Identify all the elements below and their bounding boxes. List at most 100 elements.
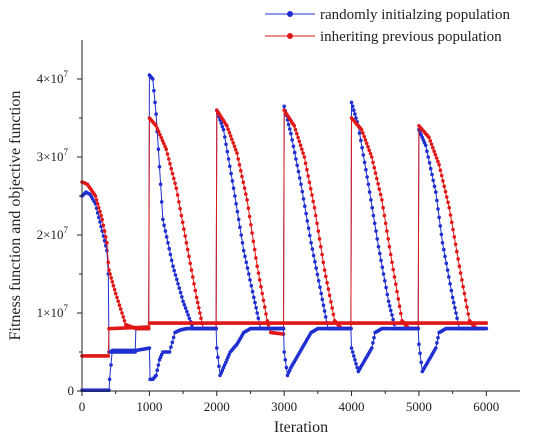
data-point xyxy=(169,166,174,171)
data-point xyxy=(252,295,256,300)
data-point xyxy=(364,141,369,146)
data-point xyxy=(214,326,218,331)
data-point xyxy=(307,180,312,185)
data-point xyxy=(381,205,385,210)
data-point xyxy=(167,157,171,161)
data-point xyxy=(294,157,298,161)
series-3 xyxy=(80,321,489,358)
data-point xyxy=(457,264,462,269)
data-point xyxy=(122,319,127,323)
data-point xyxy=(396,297,401,301)
axes: 0 1000 2000 3000 4000 5000 6000 0 1×107 2×107 3×10… xyxy=(7,40,520,436)
x-axis-title: Iteration xyxy=(274,419,328,436)
data-point xyxy=(445,268,450,272)
data-point xyxy=(168,162,172,166)
data-point xyxy=(433,152,438,157)
data-point xyxy=(385,229,389,233)
data-point xyxy=(167,350,172,354)
data-point xyxy=(321,303,326,308)
data-point xyxy=(108,272,112,276)
data-point xyxy=(178,206,182,211)
data-point xyxy=(249,283,254,288)
data-point xyxy=(300,189,305,194)
data-point xyxy=(225,149,230,154)
y-tick-label: 3×107 xyxy=(37,147,69,164)
data-point xyxy=(370,155,374,159)
data-point xyxy=(246,206,251,210)
data-point xyxy=(256,316,261,321)
data-point xyxy=(250,289,255,294)
data-point xyxy=(233,194,237,198)
data-point xyxy=(234,202,238,206)
data-point xyxy=(372,165,377,170)
data-point xyxy=(325,281,329,285)
data-point xyxy=(229,171,233,176)
data-point xyxy=(296,169,301,174)
data-point xyxy=(315,221,319,226)
data-point xyxy=(383,221,388,226)
y-tick-label: 2×107 xyxy=(37,225,69,242)
data-point xyxy=(233,147,238,152)
data-point xyxy=(253,300,257,305)
data-point xyxy=(363,138,368,142)
data-point xyxy=(197,306,201,310)
data-point xyxy=(231,186,236,190)
data-point xyxy=(312,205,317,210)
x-tick-label: 2000 xyxy=(204,399,230,414)
data-point xyxy=(310,247,315,251)
data-point xyxy=(183,306,188,310)
data-point xyxy=(428,166,433,171)
data-point xyxy=(436,207,440,211)
data-point xyxy=(177,200,181,204)
data-point xyxy=(385,292,390,297)
data-point xyxy=(106,354,111,358)
data-point xyxy=(117,303,122,308)
data-point xyxy=(181,299,185,304)
series-2 xyxy=(80,326,489,393)
data-point xyxy=(311,253,316,258)
data-point xyxy=(161,141,166,146)
data-point xyxy=(254,306,258,310)
data-point xyxy=(313,260,317,264)
data-point xyxy=(463,298,468,303)
data-point xyxy=(454,311,458,315)
legend-swatch-marker xyxy=(287,33,293,39)
data-point xyxy=(322,309,327,313)
data-point xyxy=(431,145,435,150)
data-point xyxy=(182,227,186,231)
data-point xyxy=(350,350,355,354)
data-point xyxy=(360,145,364,150)
data-point xyxy=(251,239,256,244)
data-point xyxy=(104,235,108,239)
data-point xyxy=(448,282,452,286)
data-point xyxy=(375,237,380,241)
data-point xyxy=(379,258,383,263)
data-point xyxy=(484,321,489,325)
data-point xyxy=(366,182,371,187)
data-point xyxy=(376,244,381,249)
data-point xyxy=(156,147,161,151)
data-point xyxy=(156,129,161,134)
data-point xyxy=(174,186,179,190)
data-point xyxy=(303,161,308,166)
data-point xyxy=(99,213,103,218)
data-point xyxy=(323,315,328,319)
data-point xyxy=(283,358,288,362)
data-point xyxy=(259,284,263,289)
data-point xyxy=(295,163,300,168)
data-point xyxy=(249,223,253,227)
data-point xyxy=(185,309,189,314)
data-point xyxy=(303,204,307,208)
data-point xyxy=(298,143,303,148)
data-point xyxy=(171,335,176,340)
data-point xyxy=(146,325,151,329)
data-point xyxy=(238,225,242,229)
data-point xyxy=(378,251,382,256)
data-point xyxy=(370,205,375,210)
data-point xyxy=(223,135,227,139)
data-point xyxy=(484,326,489,331)
data-point xyxy=(399,311,403,316)
data-point xyxy=(97,205,101,210)
data-point xyxy=(154,112,158,116)
data-point xyxy=(349,100,354,105)
